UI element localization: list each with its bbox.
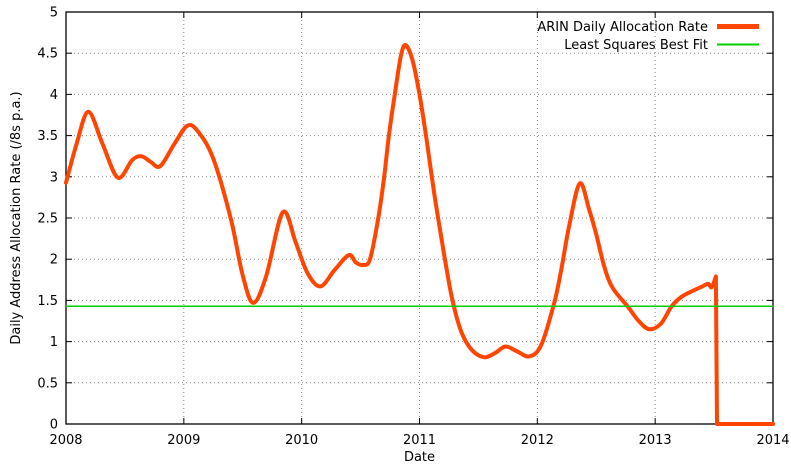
y-tick-label: 2 — [50, 253, 58, 268]
tick-labels: 2008 2009 2010 2011 2012 2013 2014 0 0.5 1 1.5 2 2.5… — [37, 6, 789, 449]
x-tick-label: 2012 — [521, 433, 554, 448]
x-tick-label: 2013 — [639, 433, 672, 448]
series-line-0 — [64, 43, 775, 426]
series — [64, 43, 775, 426]
y-axis-title: Daily Address Allocation Rate (/8s p.a.) — [9, 91, 24, 344]
y-tick-label: 4 — [50, 88, 58, 103]
legend-label-least-squares-best-fit: Least Squares Best Fit — [564, 38, 708, 53]
y-tick-label: 3 — [50, 170, 58, 185]
legend-label-arin-daily-allocation-rate: ARIN Daily Allocation Rate — [537, 20, 708, 35]
x-tick-label: 2009 — [167, 433, 200, 448]
x-tick-label: 2011 — [403, 433, 436, 448]
x-axis-title: Date — [404, 450, 435, 465]
y-tick-label: 4.5 — [37, 47, 58, 62]
y-tick-label: 2.5 — [37, 212, 58, 227]
y-tick-label: 3.5 — [37, 129, 58, 144]
x-tick-label: 2010 — [285, 433, 318, 448]
grid — [66, 12, 773, 424]
legend: ARIN Daily Allocation Rate Least Squares… — [537, 20, 759, 53]
y-tick-label: 0 — [50, 418, 58, 433]
x-tick-label: 2014 — [756, 433, 789, 448]
y-tick-label: 1 — [50, 335, 58, 350]
y-tick-label: 5 — [50, 6, 58, 21]
y-tick-label: 1.5 — [37, 294, 58, 309]
x-tick-label: 2008 — [49, 433, 82, 448]
y-tick-label: 0.5 — [37, 376, 58, 391]
axis-ticks — [65, 11, 774, 425]
